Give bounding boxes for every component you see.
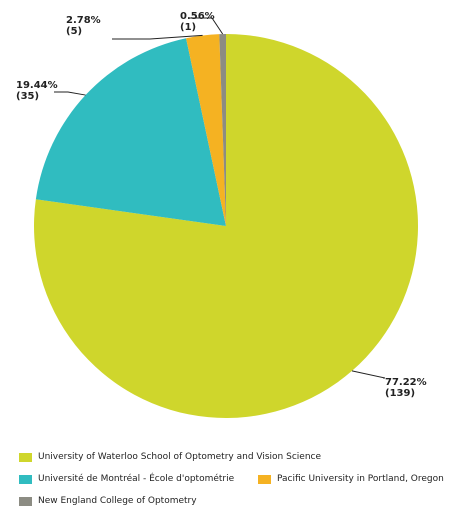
pie-chart: 77.22%(139) 19.44%(35) 2.78%(5) 0.56%(1) [16,11,427,418]
legend-swatch-pacific [258,474,271,484]
legend-swatch-new-england [19,496,32,506]
legend-swatch-waterloo [19,452,32,462]
slice-count-label-pacific: (5) [66,26,82,37]
slice-count-label-montreal: (35) [16,91,39,102]
pie-slices [33,34,419,418]
legend-label-montreal: Université de Montréal - École d'optomét… [38,474,235,484]
slice-count-label-waterloo: (139) [385,388,415,399]
slice-labels: 77.22%(139) 19.44%(35) 2.78%(5) 0.56%(1) [16,11,427,399]
legend-label-new-england: New England College of Optometry [38,496,197,506]
legend-item-montreal[interactable]: Université de Montréal - École d'optomét… [19,474,234,484]
slice-count-label-new-england: (1) [180,22,196,33]
slice-percent-label-new-england: 0.56% [180,11,215,22]
slice-percent-label-montreal: 19.44% [16,80,58,91]
legend-swatch-montreal [19,474,32,484]
slice-percent-label-waterloo: 77.22% [385,377,427,388]
leader-line-montreal [54,91,86,96]
legend-label-pacific: Pacific University in Portland, Oregon [277,474,444,484]
pie-slice-pacific[interactable] [186,34,226,227]
pie-slice-montreal[interactable] [35,38,226,226]
pie-slice-new-england[interactable] [219,34,226,226]
slice-percent-label-pacific: 2.78% [66,15,101,26]
legend-label-waterloo: University of Waterloo School of Optomet… [38,452,322,462]
leader-line-waterloo [351,370,386,379]
leader-line-new-england [190,17,224,35]
legend-item-pacific[interactable]: Pacific University in Portland, Oregon [258,474,444,484]
leader-line-pacific [112,34,203,40]
legend-item-new-england[interactable]: New England College of Optometry [19,496,197,506]
legend-item-waterloo[interactable]: University of Waterloo School of Optomet… [19,452,321,462]
